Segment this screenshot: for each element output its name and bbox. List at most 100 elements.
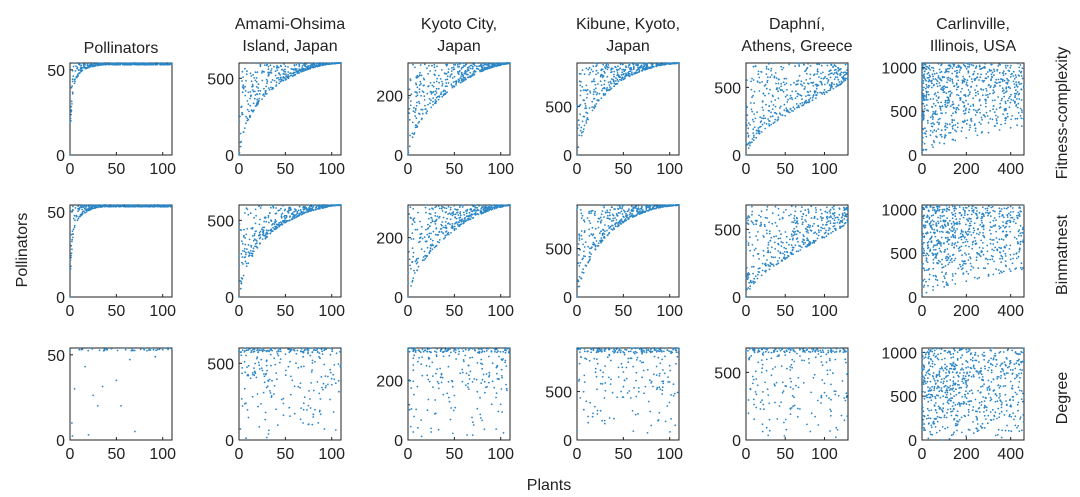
- data-point: [1002, 113, 1005, 116]
- data-point: [833, 225, 836, 227]
- data-point: [766, 208, 768, 211]
- data-point: [1003, 79, 1006, 82]
- data-point: [470, 216, 473, 218]
- data-point: [281, 223, 283, 226]
- data-point: [978, 121, 981, 124]
- data-point: [576, 127, 579, 130]
- data-point: [458, 217, 461, 219]
- data-point: [491, 65, 493, 67]
- data-point: [931, 118, 934, 120]
- data-point: [990, 63, 993, 66]
- data-point: [978, 108, 981, 110]
- data-point: [934, 113, 937, 116]
- data-point: [309, 64, 312, 67]
- data-point: [242, 131, 245, 134]
- data-point: [425, 228, 427, 231]
- data-point: [755, 129, 758, 132]
- data-point: [468, 218, 471, 220]
- data-point: [967, 94, 970, 97]
- data-point: [775, 82, 777, 85]
- data-point: [958, 71, 961, 74]
- data-point: [461, 80, 463, 83]
- data-point: [973, 70, 976, 73]
- data-point: [270, 68, 273, 70]
- data-point: [999, 78, 1002, 80]
- data-point: [596, 62, 599, 65]
- data-point: [760, 223, 762, 226]
- data-point: [255, 239, 257, 241]
- data-point: [775, 77, 778, 80]
- data-point: [433, 66, 436, 69]
- data-point: [746, 132, 749, 135]
- data-point: [257, 83, 260, 86]
- data-point: [430, 93, 433, 95]
- data-point: [664, 62, 667, 65]
- x-tick-label: 100: [811, 303, 838, 320]
- data-point: [254, 208, 257, 211]
- data-point: [946, 70, 948, 73]
- data-point: [1016, 98, 1018, 100]
- data-point: [989, 110, 992, 112]
- data-point: [749, 144, 751, 147]
- data-point: [987, 131, 990, 134]
- data-point: [761, 117, 763, 119]
- data-point: [639, 210, 642, 213]
- data-point: [498, 204, 501, 207]
- data-point: [995, 78, 998, 81]
- data-point: [444, 92, 447, 95]
- data-point: [619, 76, 622, 79]
- y-tick-label: 0: [732, 148, 741, 165]
- data-point: [803, 88, 806, 90]
- data-point: [833, 83, 835, 86]
- data-point: [612, 219, 615, 222]
- data-point: [1008, 70, 1011, 73]
- data-point: [255, 245, 258, 248]
- data-point: [440, 207, 443, 210]
- data-point: [779, 107, 781, 109]
- data-point: [588, 212, 590, 215]
- data-point: [78, 63, 81, 66]
- data-point: [285, 215, 288, 218]
- data-point: [412, 238, 415, 240]
- data-point: [427, 236, 430, 239]
- data-point: [951, 119, 954, 122]
- data-point: [83, 207, 86, 210]
- data-point: [965, 99, 967, 102]
- data-point: [760, 274, 763, 277]
- data-point: [105, 63, 108, 66]
- data-point: [638, 68, 640, 71]
- data-point: [797, 106, 799, 108]
- data-point: [623, 77, 626, 80]
- data-point: [811, 99, 814, 102]
- data-point: [944, 86, 947, 89]
- data-point: [578, 72, 581, 75]
- y-tick-label: 0: [394, 148, 403, 165]
- data-point: [420, 226, 423, 228]
- data-point: [816, 237, 819, 240]
- data-point: [330, 204, 333, 207]
- data-point: [1008, 97, 1010, 100]
- data-point: [805, 95, 807, 97]
- data-point: [446, 217, 448, 220]
- data-point: [949, 105, 952, 108]
- data-point: [426, 67, 428, 70]
- data-point: [605, 89, 608, 92]
- data-point: [944, 103, 946, 106]
- data-point: [492, 206, 495, 209]
- data-point: [150, 205, 153, 207]
- data-point: [601, 204, 604, 207]
- x-tick-label: 100: [487, 161, 514, 178]
- data-point: [454, 216, 456, 219]
- data-point: [419, 80, 422, 83]
- x-tick-label: 100: [318, 161, 345, 178]
- data-point: [626, 210, 629, 213]
- data-point: [150, 63, 153, 66]
- data-point: [289, 206, 292, 209]
- data-point: [577, 243, 580, 245]
- data-point: [788, 63, 790, 66]
- data-point: [576, 154, 578, 156]
- data-point: [956, 72, 958, 74]
- data-point: [253, 232, 256, 235]
- data-point: [594, 83, 597, 86]
- data-point: [753, 126, 756, 129]
